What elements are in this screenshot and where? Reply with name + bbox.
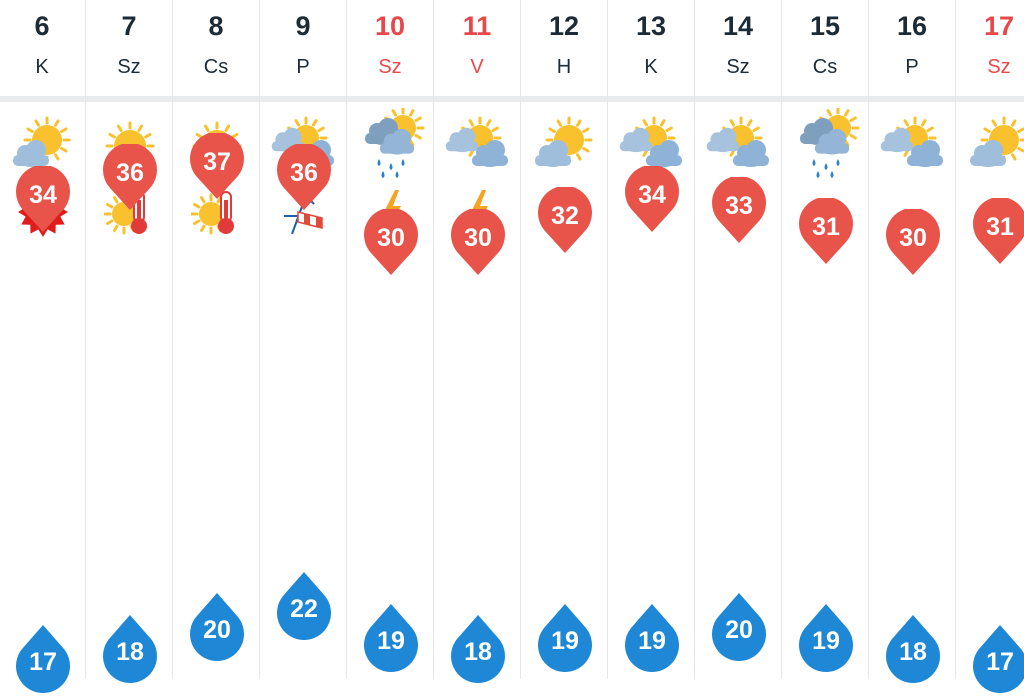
max-temp-value: 34 <box>29 180 57 209</box>
day-date: 15 <box>809 11 841 41</box>
min-temp-value: 17 <box>29 648 57 677</box>
max-temp-marker: 30 <box>884 207 942 277</box>
day-column-11[interactable]: 11 V 30 18 <box>434 0 521 683</box>
min-temp-value: 19 <box>551 626 579 655</box>
day-column-16[interactable]: 16 P 30 18 <box>869 0 956 683</box>
min-temp-value: 17 <box>986 648 1014 677</box>
min-temp-marker: 19 <box>362 602 420 672</box>
cloudy-sun-icon <box>445 116 508 167</box>
max-temp-marker: 32 <box>536 186 594 255</box>
day-column-14[interactable]: 14 Sz 33 20 <box>695 0 782 679</box>
max-temp-marker: 36 <box>275 143 333 212</box>
max-temp-value: 31 <box>986 213 1014 242</box>
day-column-17[interactable]: 17 Sz 31 17 <box>956 0 1024 694</box>
min-temp-marker: 18 <box>449 613 507 683</box>
day-weekday: P <box>296 56 310 78</box>
max-temp-value: 30 <box>464 224 492 252</box>
day-weekday: Cs <box>812 56 838 78</box>
max-temp-value: 30 <box>899 224 927 252</box>
day-date: 8 <box>208 11 224 41</box>
day-column-15[interactable]: 15 Cs 31 19 <box>782 0 869 679</box>
min-temp-marker: 19 <box>623 602 681 672</box>
min-temp-value: 19 <box>377 626 405 655</box>
cloudy-sun-icon <box>706 116 769 167</box>
min-temp-value: 22 <box>290 594 318 623</box>
min-temp-marker: 17 <box>14 623 72 694</box>
min-temp-marker: 20 <box>710 591 768 661</box>
max-temp-marker: 31 <box>971 197 1024 266</box>
max-temp-value: 37 <box>203 148 231 177</box>
max-temp-marker: 34 <box>14 164 72 234</box>
min-temp-marker: 19 <box>536 602 594 672</box>
day-weekday: H <box>556 56 572 78</box>
day-date: 11 <box>462 11 492 41</box>
day-weekday: Sz <box>117 56 141 78</box>
min-temp-value: 20 <box>203 616 231 644</box>
partly-sunny-icon <box>535 116 593 167</box>
day-weekday: Sz <box>987 56 1011 78</box>
day-column-12[interactable]: 12 H 32 19 <box>521 0 608 679</box>
rain-cloud-icon <box>365 108 425 178</box>
min-temp-marker: 18 <box>101 613 159 683</box>
min-temp-value: 18 <box>899 637 927 666</box>
max-temp-value: 31 <box>812 213 840 242</box>
day-date: 10 <box>374 11 406 41</box>
min-temp-value: 18 <box>464 637 492 666</box>
max-temp-value: 30 <box>377 224 405 252</box>
min-temp-value: 19 <box>812 626 840 655</box>
day-column-10[interactable]: 10 Sz 30 19 <box>347 0 434 679</box>
max-temp-marker: 30 <box>449 207 507 277</box>
min-temp-marker: 20 <box>188 591 246 661</box>
min-temp-marker: 17 <box>971 623 1024 694</box>
day-date: 9 <box>295 11 311 41</box>
max-temp-value: 36 <box>290 159 318 188</box>
max-temp-value: 34 <box>638 180 666 209</box>
day-weekday: K <box>35 56 49 78</box>
max-temp-marker: 31 <box>797 197 855 266</box>
max-temp-marker: 36 <box>101 143 159 212</box>
max-temp-value: 36 <box>116 159 144 188</box>
day-weekday: Sz <box>726 56 750 78</box>
max-temp-marker: 37 <box>188 132 246 201</box>
max-temp-marker: 34 <box>623 164 681 234</box>
min-temp-marker: 19 <box>797 602 855 672</box>
day-date: 7 <box>121 11 137 41</box>
partly-sunny-icon <box>13 116 71 167</box>
heat-alert-icon[interactable] <box>191 186 243 238</box>
day-column-6[interactable]: 6KUV3417 <box>0 0 86 694</box>
day-date: 13 <box>635 11 667 41</box>
max-temp-marker: 33 <box>710 175 768 245</box>
day-weekday: V <box>470 56 484 78</box>
max-temp-value: 33 <box>725 191 753 220</box>
cloudy-sun-icon <box>880 116 943 167</box>
min-temp-value: 19 <box>638 626 666 655</box>
day-column-8[interactable]: 8 Cs 37 20 <box>173 0 260 679</box>
min-temp-marker: 22 <box>275 570 333 640</box>
day-weekday: K <box>644 56 658 78</box>
partly-sunny-icon <box>970 116 1024 167</box>
day-column-7[interactable]: 7 Sz 36 18 <box>86 0 173 683</box>
day-column-9[interactable]: 9 P 36 22 <box>260 0 347 679</box>
max-temp-value: 32 <box>551 202 579 231</box>
max-temp-marker: 30 <box>362 207 420 277</box>
day-date: 12 <box>548 11 580 41</box>
day-weekday: Cs <box>203 56 229 78</box>
day-column-13[interactable]: 13 K 34 19 <box>608 0 695 679</box>
day-weekday: P <box>905 56 919 78</box>
header-divider <box>0 96 1024 102</box>
min-temp-value: 18 <box>116 637 144 666</box>
day-weekday: Sz <box>378 56 402 78</box>
day-date: 17 <box>983 11 1015 41</box>
day-date: 16 <box>896 11 928 41</box>
rain-cloud-icon <box>800 108 860 178</box>
day-date: 14 <box>722 11 754 41</box>
cloudy-sun-icon <box>619 116 682 167</box>
min-temp-value: 20 <box>725 616 753 644</box>
day-date: 6 <box>34 11 50 41</box>
min-temp-marker: 18 <box>884 613 942 683</box>
